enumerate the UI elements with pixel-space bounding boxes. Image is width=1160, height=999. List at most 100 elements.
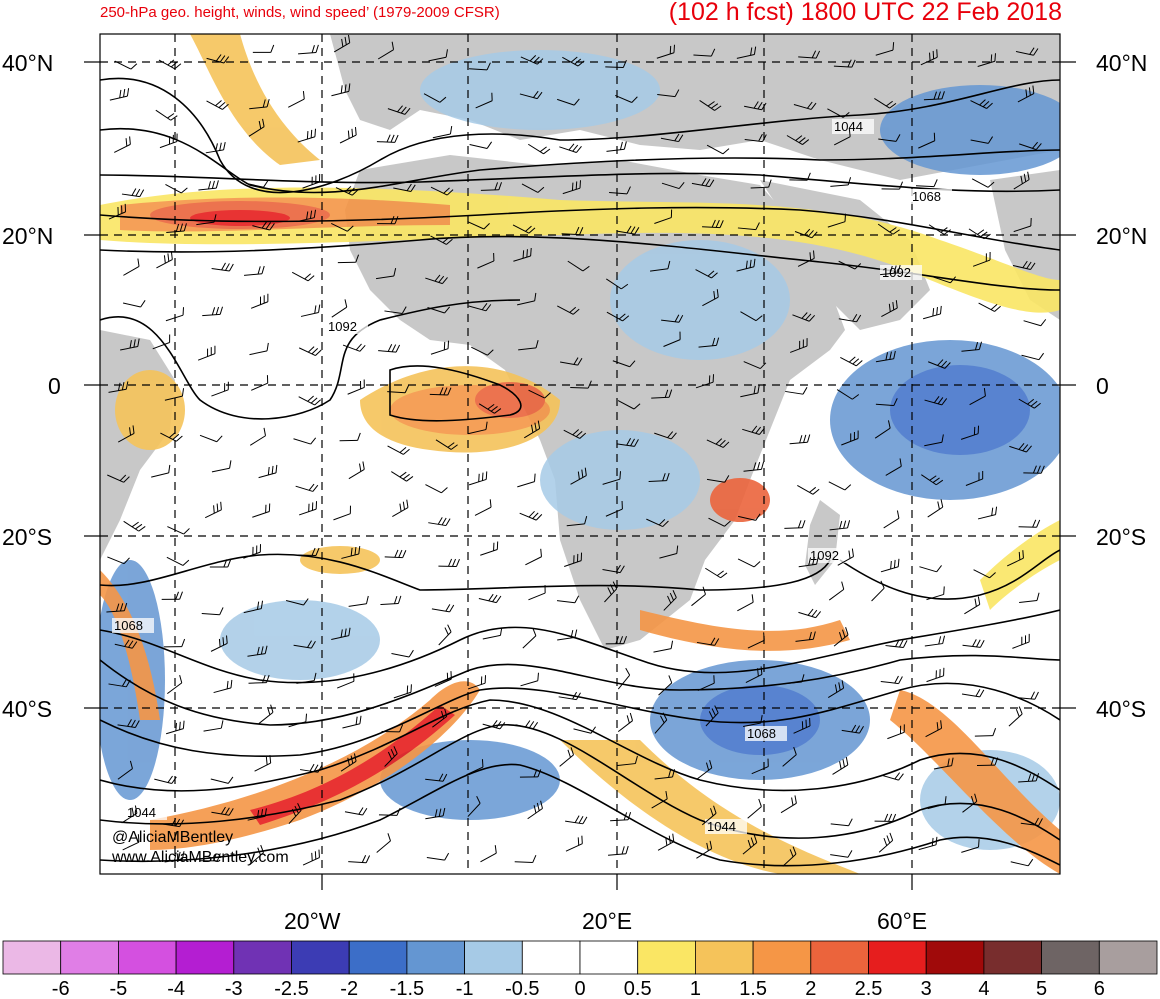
wind-barb bbox=[204, 501, 222, 519]
wind-barb bbox=[467, 795, 481, 817]
wind-barb bbox=[117, 760, 133, 780]
wind-barb bbox=[961, 839, 980, 853]
colorbar-label: 2 bbox=[805, 978, 816, 999]
wind-barb bbox=[750, 179, 772, 189]
contour-1092-loop bbox=[100, 299, 521, 420]
wind-barb bbox=[832, 756, 849, 775]
wind-barb bbox=[469, 62, 491, 71]
wind-barb bbox=[795, 631, 816, 642]
wind-barb bbox=[468, 471, 488, 486]
wind-barb bbox=[933, 757, 954, 770]
wind-barb bbox=[161, 818, 185, 828]
wind-barb bbox=[423, 93, 447, 103]
wind-barb bbox=[743, 461, 765, 472]
wind-barb bbox=[836, 389, 860, 400]
wind-barb bbox=[293, 437, 317, 445]
axis-ticks bbox=[84, 61, 1076, 890]
wind-barb bbox=[927, 499, 944, 518]
wind-barb bbox=[254, 755, 272, 772]
wind-barb bbox=[1019, 141, 1042, 151]
wind-barb bbox=[663, 590, 677, 611]
wind-barb bbox=[960, 425, 980, 440]
wind-barb bbox=[340, 753, 357, 772]
wind-barb bbox=[387, 445, 410, 455]
wind-barb bbox=[565, 835, 583, 852]
wind-barb bbox=[660, 133, 684, 143]
wind-barb bbox=[747, 798, 762, 819]
wind-barb bbox=[827, 108, 850, 118]
wind-barb bbox=[199, 853, 221, 862]
wind-barb bbox=[651, 389, 673, 399]
wind-barb bbox=[782, 846, 797, 867]
lat-label-right: 20°N bbox=[1096, 223, 1148, 249]
wind-barb bbox=[926, 586, 945, 601]
wind-barb bbox=[432, 126, 453, 139]
colorbar-swatch bbox=[695, 940, 754, 975]
colorbar-swatch bbox=[60, 940, 119, 975]
wind-barb bbox=[706, 475, 730, 483]
wind-barb bbox=[298, 44, 319, 55]
wind-barb bbox=[527, 800, 543, 820]
wind-barb bbox=[925, 720, 943, 738]
wind-barb bbox=[742, 425, 765, 435]
wind-barb bbox=[114, 639, 138, 649]
wind-barb bbox=[695, 269, 718, 279]
colorbar-swatch bbox=[925, 940, 985, 975]
wind-barb bbox=[164, 388, 185, 401]
wind-barb bbox=[827, 680, 845, 699]
wind-barb bbox=[699, 100, 722, 111]
wind-barb bbox=[705, 705, 719, 727]
wind-barb bbox=[1015, 47, 1039, 56]
lon-label: 20°E bbox=[582, 908, 633, 934]
wind-barb bbox=[302, 173, 321, 189]
wind-barb bbox=[654, 769, 676, 780]
wind-barb bbox=[519, 769, 542, 778]
wind-barb bbox=[608, 845, 629, 856]
wind-barb bbox=[152, 334, 171, 350]
wind-barb bbox=[438, 624, 452, 646]
wind-barb bbox=[663, 331, 681, 347]
wind-barb bbox=[528, 143, 551, 155]
colorbar-label: 1 bbox=[690, 978, 701, 999]
wind-barb bbox=[393, 183, 416, 193]
colorbar-swatch bbox=[637, 940, 696, 975]
wind-barb bbox=[297, 547, 320, 556]
wind-barb bbox=[1013, 217, 1032, 233]
wind-barb bbox=[830, 818, 853, 827]
contour-label: 1068 bbox=[747, 726, 776, 741]
wind-barb bbox=[737, 594, 754, 612]
wind-barb bbox=[965, 470, 984, 486]
wind-barb bbox=[426, 852, 450, 861]
wind-barb bbox=[203, 720, 224, 732]
wind-barb bbox=[798, 50, 821, 59]
wind-barb bbox=[783, 674, 805, 685]
wind-barb bbox=[478, 403, 502, 414]
colorbar-label: -2.5 bbox=[274, 978, 308, 999]
wind-barb bbox=[335, 185, 359, 196]
wind-barb bbox=[430, 340, 450, 355]
wind-barb bbox=[392, 499, 409, 517]
wind-barb bbox=[252, 221, 275, 231]
wind-barb bbox=[562, 180, 581, 195]
wind-barb bbox=[167, 526, 190, 535]
wind-barb bbox=[556, 595, 580, 604]
wind-barb bbox=[512, 224, 536, 234]
wind-barb bbox=[333, 505, 351, 521]
wind-barb bbox=[475, 92, 493, 109]
wind-barb bbox=[646, 518, 669, 528]
wind-barb bbox=[468, 303, 492, 312]
lat-label-right: 20°S bbox=[1096, 524, 1147, 550]
wind-barb bbox=[165, 307, 185, 322]
wind-barb bbox=[384, 306, 407, 315]
wind-barb bbox=[482, 627, 503, 640]
wind-barb bbox=[617, 400, 641, 410]
colorbar-label: 5 bbox=[1036, 978, 1047, 999]
wind-barb bbox=[833, 59, 856, 68]
colorbar: -6 -5 -4 -3 -2.5 -2 -1.5 -1 -0.5 0 0.5 1 1.5 2 2.5 3 4 5 6 bbox=[2, 940, 1158, 999]
wind-barb bbox=[887, 724, 905, 740]
wind-barb bbox=[885, 639, 908, 648]
wind-barb bbox=[480, 182, 502, 191]
colorbar-swatch bbox=[175, 940, 235, 975]
wind-barb bbox=[107, 474, 130, 483]
wind-barb bbox=[248, 118, 265, 137]
